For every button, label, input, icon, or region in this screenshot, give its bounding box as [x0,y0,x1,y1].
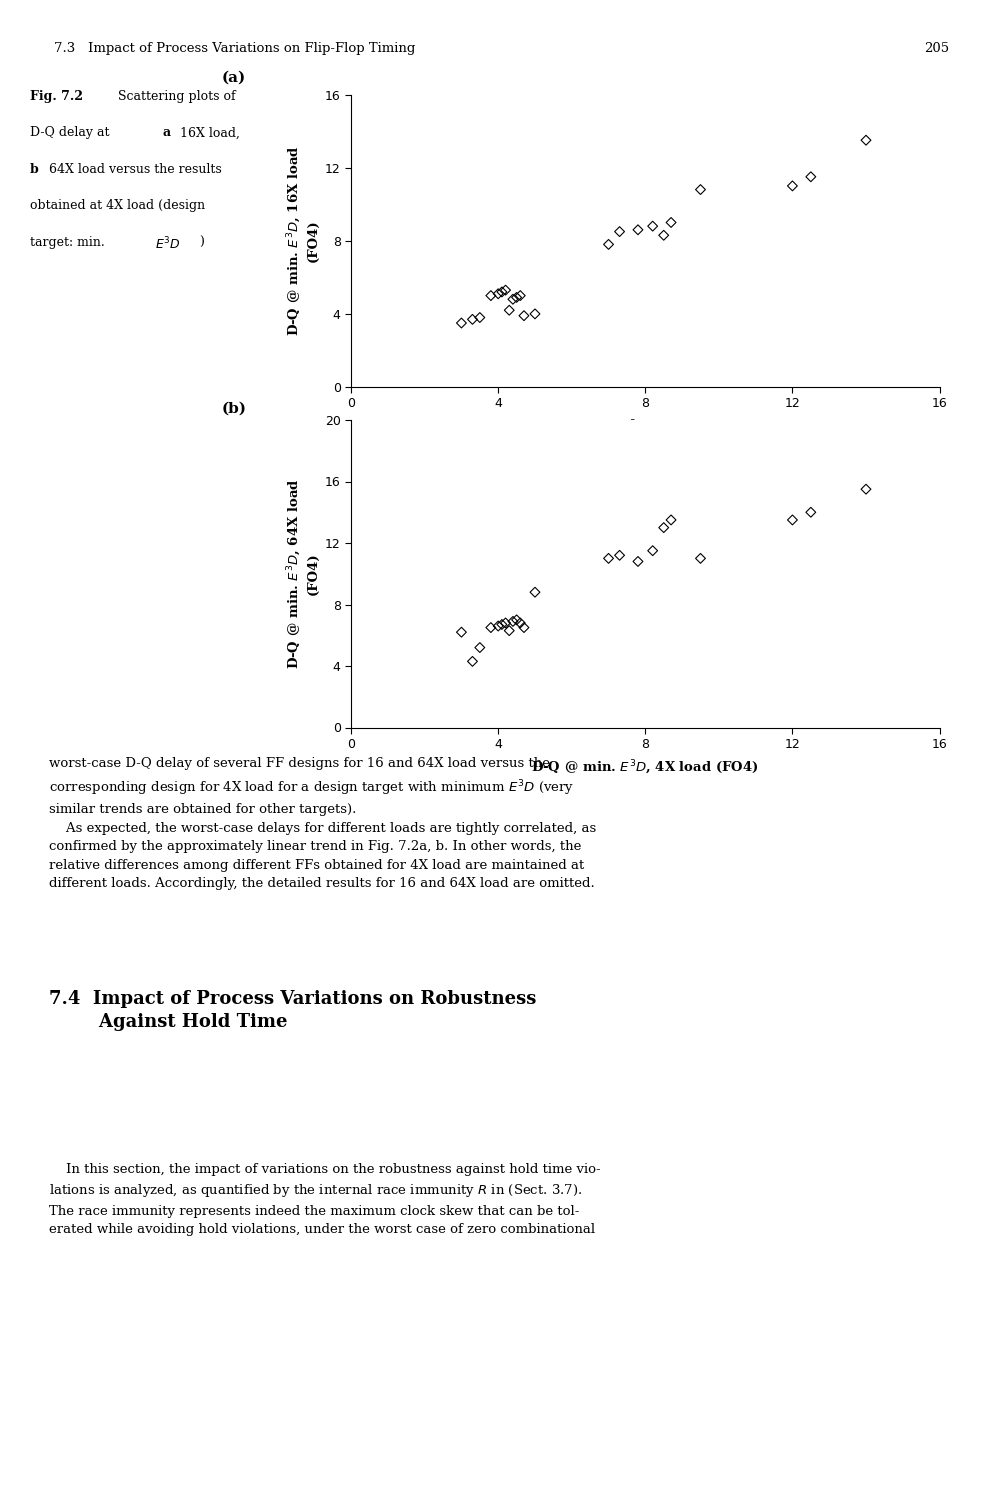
Point [516,615,532,639]
Point [656,516,672,540]
Point [516,303,532,327]
Text: (a): (a) [222,70,246,86]
Text: target: min.: target: min. [30,236,109,249]
X-axis label: D-Q @ min. $E^3D$, 4X load (FO4): D-Q @ min. $E^3D$, 4X load (FO4) [531,419,760,436]
Text: Fig. 7.2: Fig. 7.2 [30,90,83,104]
Point [784,509,800,532]
Point [611,219,627,243]
Point [656,224,672,248]
Point [454,620,470,644]
Y-axis label: D-Q @ min. $E^3D$, 64X load
(FO4): D-Q @ min. $E^3D$, 64X load (FO4) [286,478,319,669]
Text: 16X load,: 16X load, [176,126,240,140]
Text: 64X load versus the results: 64X load versus the results [45,164,222,176]
Text: 7.3   Impact of Process Variations on Flip-Flop Timing: 7.3 Impact of Process Variations on Flip… [54,42,415,56]
Text: b: b [30,164,39,176]
Point [494,280,509,304]
Point [600,546,616,570]
Point [630,217,646,242]
Point [512,610,528,634]
Point [465,650,481,674]
Point [630,549,646,573]
Point [858,128,874,152]
Point [454,310,470,334]
Point [803,165,819,189]
Point [527,302,543,326]
Text: (b): (b) [222,402,246,416]
Point [692,546,708,570]
Point [645,538,661,562]
Point [505,288,521,312]
Point [472,306,488,330]
Point [483,615,498,639]
Point [803,501,819,525]
Point [465,308,481,332]
Point [494,612,509,636]
Text: $E^3D$: $E^3D$ [155,236,181,252]
Point [497,278,513,302]
Text: ): ) [200,236,204,249]
Text: worst-case D-Q delay of several FF designs for 16 and 64X load versus the
corres: worst-case D-Q delay of several FF desig… [49,758,596,890]
Point [600,232,616,256]
Point [508,608,524,631]
Point [527,580,543,604]
Point [501,298,517,322]
Point [645,214,661,238]
Point [508,285,524,309]
Text: 205: 205 [925,42,949,56]
Point [512,284,528,308]
Text: 7.4  Impact of Process Variations on Robustness
        Against Hold Time: 7.4 Impact of Process Variations on Robu… [49,990,537,1030]
Point [497,610,513,634]
Point [472,636,488,660]
Text: In this section, the impact of variations on the robustness against hold time vi: In this section, the impact of variation… [49,1162,601,1236]
Point [505,609,521,633]
Point [692,177,708,201]
Point [664,210,679,234]
Point [501,618,517,642]
Text: Scattering plots of: Scattering plots of [118,90,235,104]
Text: obtained at 4X load (design: obtained at 4X load (design [30,200,205,213]
Point [784,174,800,198]
Point [491,282,506,306]
Y-axis label: D-Q @ min. $E^3D$, 16X load
(FO4): D-Q @ min. $E^3D$, 16X load (FO4) [287,146,319,336]
Point [483,284,498,308]
Point [858,477,874,501]
Text: D-Q delay at: D-Q delay at [30,126,113,140]
X-axis label: D-Q @ min. $E^3D$, 4X load (FO4): D-Q @ min. $E^3D$, 4X load (FO4) [531,759,760,777]
Point [664,509,679,532]
Point [611,543,627,567]
Point [491,614,506,638]
Text: a: a [162,126,170,140]
